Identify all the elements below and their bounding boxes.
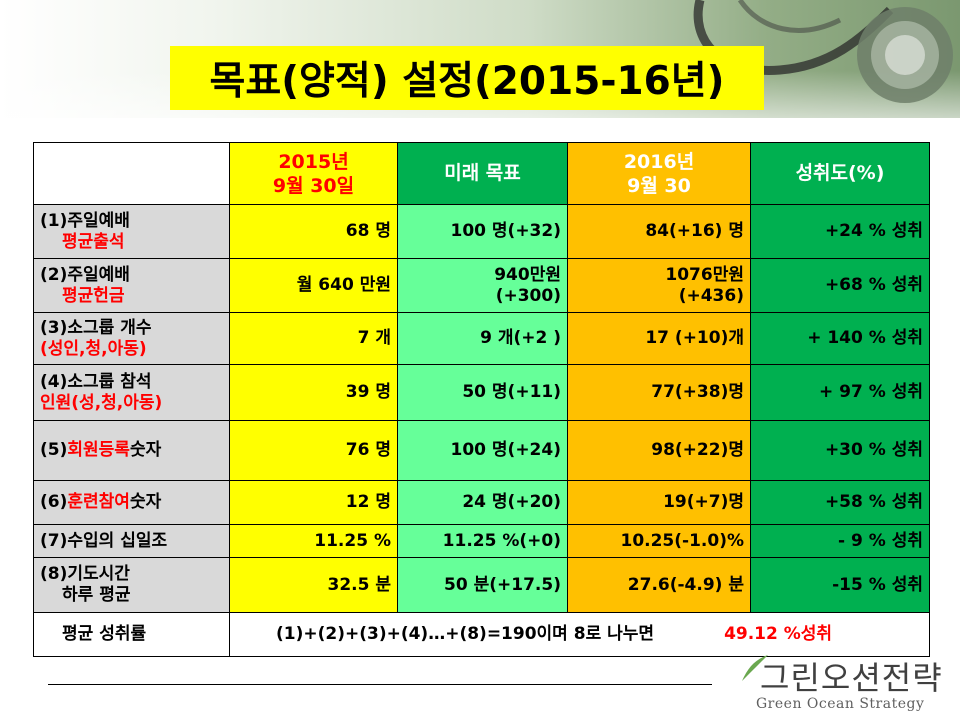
summary-result: 49.12 %성취 <box>724 624 833 644</box>
row-label-line1: (3)소그룹 개수 <box>40 317 152 338</box>
value-goal: 940만원 (+300) <box>397 258 568 313</box>
value-rate: +58 % 성취 <box>750 480 930 525</box>
value-2016-line2: (+436) <box>678 285 744 306</box>
value-rate: +30 % 성취 <box>750 420 930 481</box>
value-2016: 1076만원 (+436) <box>567 258 751 313</box>
value-2015: 12 명 <box>229 480 398 525</box>
value-goal: 9 개(+2 ) <box>397 312 568 365</box>
value-goal: 24 명(+20) <box>397 480 568 525</box>
row-label-highlight: 회원등록 <box>67 440 130 460</box>
value-2016: 17 (+10)개 <box>567 312 751 365</box>
value-rate: -15 % 성취 <box>750 557 930 613</box>
table-header-row: 2015년 9월 30일 미래 목표 2016년 9월 30 성취도(%) <box>33 142 930 205</box>
row-label-line2: 평균출석 <box>62 231 125 252</box>
value-2016: 10.25(-1.0)% <box>567 524 751 558</box>
value-goal-line1: 940만원 <box>494 264 561 285</box>
table-row: (2)주일예배 평균헌금 월 640 만원 940만원 (+300) 1076만… <box>33 258 930 313</box>
row-label-line1: (1)주일예배 <box>40 210 130 231</box>
value-2016: 84(+16) 명 <box>567 204 751 259</box>
row-label-line1: (8)기도시간 <box>40 564 130 584</box>
value-2015: 11.25 % <box>229 524 398 558</box>
header-blank-cell <box>33 142 230 205</box>
value-rate: - 9 % 성취 <box>750 524 930 558</box>
row-label: (3)소그룹 개수 (성인,청,아동) <box>33 312 230 365</box>
summary-label: 평균 성취률 <box>33 612 230 657</box>
row-label-suffix: 숫자 <box>129 440 162 460</box>
table-row: (7)수입의 십일조 11.25 % 11.25 %(+0) 10.25(-1.… <box>33 524 930 558</box>
logo-korean: 그린오션전략 <box>760 659 943 697</box>
row-label-line2: 평균헌금 <box>62 285 125 306</box>
value-2015: 7 개 <box>229 312 398 365</box>
value-rate: + 140 % 성취 <box>750 312 930 365</box>
table-row: (4)소그룹 참석 인원(성,청,아동) 39 명 50 명(+11) 77(+… <box>33 364 930 421</box>
value-goal: 100 명(+24) <box>397 420 568 481</box>
row-label-line2: (성인,청,아동) <box>40 338 147 359</box>
value-2016: 19(+7)명 <box>567 480 751 525</box>
value-2015: 32.5 분 <box>229 557 398 613</box>
table-row: (8)기도시간 하루 평균 32.5 분 50 분(+17.5) 27.6(-4… <box>33 557 930 613</box>
value-goal: 50 분(+17.5) <box>397 557 568 613</box>
summary-formula: (1)+(2)+(3)+(4)…+(8)=190이며 8로 나누면 <box>276 624 655 644</box>
header-goal: 미래 목표 <box>397 142 568 205</box>
row-label: (2)주일예배 평균헌금 <box>33 258 230 313</box>
row-label: (6)훈련참여숫자 <box>33 480 230 525</box>
table-row: (1)주일예배 평균출석 68 명 100 명(+32) 84(+16) 명 +… <box>33 204 930 259</box>
row-label: (1)주일예배 평균출석 <box>33 204 230 259</box>
table-row: (6)훈련참여숫자 12 명 24 명(+20) 19(+7)명 +58 % 성… <box>33 480 930 525</box>
value-goal-line2: (+300) <box>495 285 561 306</box>
value-rate: +68 % 성취 <box>750 258 930 313</box>
value-2016: 98(+22)명 <box>567 420 751 481</box>
value-rate: +24 % 성취 <box>750 204 930 259</box>
header-2016-line1: 2016년 <box>623 150 695 173</box>
summary-row: 평균 성취률 (1)+(2)+(3)+(4)…+(8)=190이며 8로 나누면… <box>33 612 930 657</box>
value-2015: 76 명 <box>229 420 398 481</box>
header-2016-line2: 9월 30 <box>627 174 691 197</box>
goal-table: 2015년 9월 30일 미래 목표 2016년 9월 30 성취도(%) (1… <box>33 142 930 657</box>
leaf-logo-icon <box>742 655 768 681</box>
table-row: (5)회원등록숫자 76 명 100 명(+24) 98(+22)명 +30 %… <box>33 420 930 481</box>
value-goal: 11.25 %(+0) <box>397 524 568 558</box>
row-label-suffix: 숫자 <box>129 492 162 512</box>
footer-divider <box>48 684 712 685</box>
header-2015: 2015년 9월 30일 <box>229 142 398 205</box>
value-rate: + 97 % 성취 <box>750 364 930 421</box>
row-label-line2: 인원(성,청,아동) <box>40 392 163 413</box>
value-2015: 월 640 만원 <box>229 258 398 313</box>
row-label: (7)수입의 십일조 <box>33 524 230 558</box>
header-2015-line2: 9월 30일 <box>272 174 355 197</box>
value-2015: 68 명 <box>229 204 398 259</box>
row-label-line2: 하루 평균 <box>62 585 131 605</box>
logo-english: Green Ocean Strategy <box>756 696 925 712</box>
value-2015: 39 명 <box>229 364 398 421</box>
row-label-line1: (4)소그룹 참석 <box>40 371 152 392</box>
row-label-highlight: 훈련참여 <box>67 492 130 512</box>
header-rate: 성취도(%) <box>750 142 930 205</box>
header-2016: 2016년 9월 30 <box>567 142 751 205</box>
value-2016: 27.6(-4.9) 분 <box>567 557 751 613</box>
summary-formula-cell: (1)+(2)+(3)+(4)…+(8)=190이며 8로 나누면 49.12 %… <box>229 612 930 657</box>
brand-logo: 그린오션전략 Green Ocean Strategy <box>740 653 950 715</box>
row-label: (8)기도시간 하루 평균 <box>33 557 230 613</box>
row-label-prefix: (5) <box>40 440 68 460</box>
value-goal: 100 명(+32) <box>397 204 568 259</box>
table-row: (3)소그룹 개수 (성인,청,아동) 7 개 9 개(+2 ) 17 (+10… <box>33 312 930 365</box>
value-2016-line1: 1076만원 <box>665 264 744 285</box>
row-label: (5)회원등록숫자 <box>33 420 230 481</box>
value-goal: 50 명(+11) <box>397 364 568 421</box>
page-title: 목표(양적) 설정(2015-16년) <box>209 59 725 104</box>
row-label: (4)소그룹 참석 인원(성,청,아동) <box>33 364 230 421</box>
header-2015-line1: 2015년 <box>278 150 349 173</box>
value-2016: 77(+38)명 <box>567 364 751 421</box>
row-label-prefix: (6) <box>40 492 68 512</box>
row-label-line1: (2)주일예배 <box>40 264 130 285</box>
title-box: 목표(양적) 설정(2015-16년) <box>170 46 764 110</box>
stethoscope-image <box>693 0 953 103</box>
